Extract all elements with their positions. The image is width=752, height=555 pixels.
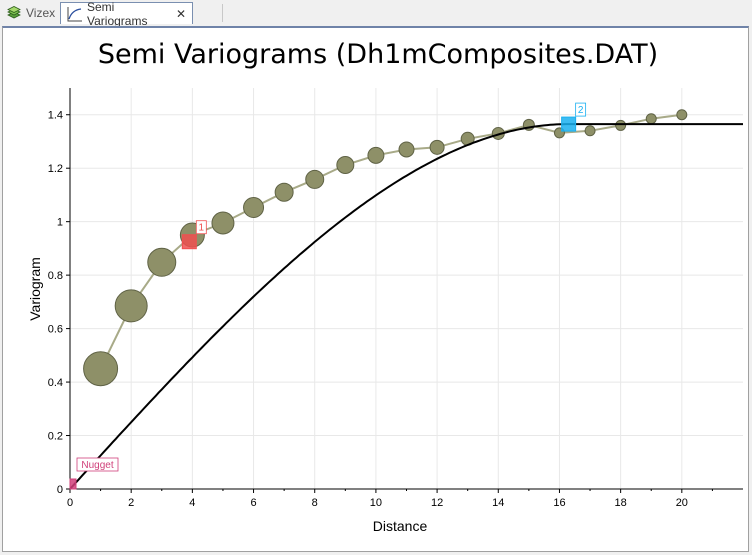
x-ticks: 0 2 4 6 8 10 12 14 16 18 20	[67, 489, 713, 509]
model-marker-label-box	[195, 220, 207, 235]
x-tick-label: 20	[676, 497, 688, 509]
y-ticks: 0 0.2 0.4 0.6 0.8 1 1.2 1.4	[48, 110, 70, 496]
model-markers: Nugget 1 2	[69, 102, 587, 490]
close-icon[interactable]: ✕	[175, 6, 186, 21]
grid	[69, 88, 743, 490]
model-marker-1	[181, 234, 197, 250]
x-tick-label: 2	[128, 497, 134, 509]
layers-icon	[6, 5, 22, 21]
chart-title: Semi Variograms (Dh1mComposites.DAT)	[98, 39, 658, 70]
tab-vizex-label: Vizex	[26, 6, 56, 20]
experimental-point	[398, 141, 415, 158]
experimental-point	[645, 113, 657, 125]
tab-separator	[222, 4, 223, 22]
experimental-point	[336, 155, 355, 174]
x-tick-label: 12	[431, 497, 443, 509]
y-tick-label: 0.4	[48, 377, 63, 389]
experimental-point	[367, 146, 385, 164]
experimental-point	[676, 109, 688, 121]
model-curve	[69, 123, 743, 490]
experimental-point	[429, 139, 445, 155]
variogram-chart-icon	[67, 6, 83, 22]
y-tick-label: 0.6	[48, 324, 63, 336]
tab-bar: Vizex Semi Variograms ✕	[0, 0, 752, 28]
tab-semi-variograms[interactable]: Semi Variograms ✕	[60, 0, 193, 28]
x-axis-label: Distance	[373, 518, 428, 534]
experimental-point	[615, 119, 627, 131]
experimental-point	[147, 247, 177, 277]
model-marker-label: Nugget	[81, 460, 113, 471]
model-marker-label-box	[76, 457, 119, 472]
y-axis-label: Variogram	[27, 257, 43, 321]
x-tick-label: 0	[67, 497, 73, 509]
y-tick-label: 1.4	[48, 110, 63, 122]
x-tick-label: 14	[492, 497, 504, 509]
y-tick-label: 0.2	[48, 431, 63, 443]
experimental-point	[305, 169, 325, 189]
y-tick-label: 0	[57, 484, 63, 496]
model-marker-nugget	[69, 478, 77, 490]
experimental-points	[83, 109, 688, 387]
x-tick-label: 4	[189, 497, 195, 509]
tab-semi-variograms-label: Semi Variograms	[87, 0, 148, 28]
y-tick-label: 1	[57, 217, 63, 229]
experimental-point	[83, 351, 119, 387]
tab-vizex[interactable]: Vizex	[6, 2, 60, 24]
model-marker-label-box	[575, 102, 587, 117]
model-line	[69, 123, 743, 490]
experimental-point	[243, 196, 265, 218]
x-tick-label: 18	[615, 497, 627, 509]
model-marker-2	[561, 116, 577, 132]
experimental-point	[114, 289, 148, 323]
x-tick-label: 10	[370, 497, 382, 509]
y-tick-label: 0.8	[48, 270, 63, 282]
x-tick-label: 16	[553, 497, 565, 509]
model-marker-label: 1	[199, 223, 205, 234]
y-tick-label: 1.2	[48, 163, 63, 175]
experimental-point	[211, 211, 235, 235]
model-marker-label: 2	[578, 105, 584, 116]
experimental-point	[274, 182, 294, 202]
chart-panel: Semi Variograms (Dh1mComposites.DAT) 0 0.…	[2, 26, 749, 552]
variogram-chart[interactable]: Semi Variograms (Dh1mComposites.DAT) 0 0.…	[3, 28, 748, 552]
x-tick-label: 6	[250, 497, 256, 509]
x-tick-label: 8	[312, 497, 318, 509]
experimental-point	[584, 125, 596, 137]
